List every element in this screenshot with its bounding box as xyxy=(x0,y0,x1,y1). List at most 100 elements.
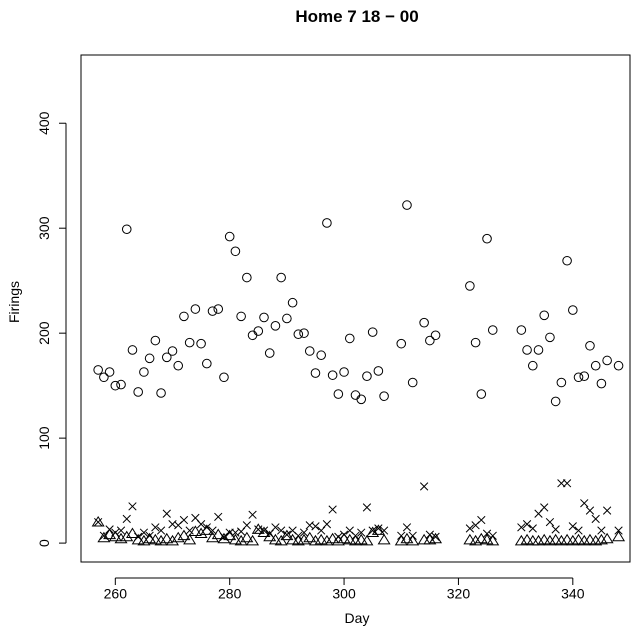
triangle-point xyxy=(246,534,260,546)
triangle-point xyxy=(520,533,534,545)
triangle-point xyxy=(371,524,385,535)
cross-point xyxy=(568,522,577,531)
circle-point xyxy=(93,365,103,375)
triangle-point xyxy=(206,531,220,543)
triangle-point xyxy=(194,527,208,539)
triangle-point xyxy=(97,531,111,543)
circle-point xyxy=(350,390,361,400)
triangle-point xyxy=(188,525,202,536)
triangle-point xyxy=(263,530,277,542)
circle-point xyxy=(344,333,355,344)
cross-point xyxy=(379,526,389,535)
circle-point xyxy=(184,337,195,348)
cross-point xyxy=(139,528,149,537)
circle-point xyxy=(402,200,412,210)
circle-point xyxy=(539,310,550,321)
circle-point xyxy=(333,389,344,399)
cross-point xyxy=(465,524,475,533)
triangle-point xyxy=(394,534,408,546)
triangle-point xyxy=(480,533,494,545)
circle-point xyxy=(219,372,229,383)
cross-point xyxy=(585,506,595,515)
triangle-point xyxy=(131,533,145,545)
circle-point xyxy=(310,368,321,378)
cross-point xyxy=(368,526,377,535)
circle-point xyxy=(322,218,332,228)
y-tick-label: 0 xyxy=(36,539,52,547)
triangle-point xyxy=(303,531,317,543)
circle-point xyxy=(167,346,178,356)
triangle-point xyxy=(108,530,122,542)
cross-point xyxy=(540,503,549,512)
data-points xyxy=(91,200,626,546)
circle-point xyxy=(270,321,281,331)
circle-point xyxy=(287,297,298,308)
circle-point xyxy=(242,272,252,283)
cross-point xyxy=(597,526,606,535)
cross-point xyxy=(602,506,612,515)
circle-point xyxy=(247,330,258,341)
circle-point xyxy=(150,335,161,346)
y-axis-label: Firings xyxy=(6,281,22,323)
cross-point xyxy=(574,526,583,535)
triangle-point xyxy=(474,532,488,544)
triangle-point xyxy=(240,531,254,543)
x-tick-label: 300 xyxy=(332,585,356,601)
circle-point xyxy=(573,372,584,383)
triangle-point xyxy=(177,529,191,541)
cross-point xyxy=(614,526,623,535)
cross-point xyxy=(271,523,280,532)
circle-point xyxy=(116,379,126,390)
triangle-point xyxy=(286,533,300,545)
triangle-point xyxy=(103,528,117,540)
cross-point xyxy=(299,528,309,537)
circle-point xyxy=(327,370,338,380)
circle-point xyxy=(613,360,624,371)
triangle-point xyxy=(280,529,294,541)
circle-point xyxy=(407,377,418,388)
circle-point xyxy=(379,391,389,401)
triangle-point xyxy=(217,532,231,544)
cross-point xyxy=(591,514,600,524)
cross-point xyxy=(322,520,332,529)
x-tick-label: 340 xyxy=(561,585,585,601)
circle-point xyxy=(190,304,201,314)
circle-point xyxy=(522,345,532,355)
circle-point xyxy=(276,272,286,283)
cross-point xyxy=(248,510,257,519)
circle-point xyxy=(236,311,246,322)
circle-point xyxy=(545,332,555,343)
triangle-point xyxy=(251,523,265,534)
circle-point xyxy=(293,329,304,340)
cross-point xyxy=(156,526,166,535)
circle-point xyxy=(396,338,407,349)
cross-point xyxy=(94,517,103,527)
triangle-point xyxy=(600,532,614,544)
circle-point xyxy=(144,353,155,364)
cross-point xyxy=(196,520,206,529)
x-tick-label: 320 xyxy=(447,585,471,601)
triangle-point xyxy=(560,533,574,545)
circle-point xyxy=(224,231,235,242)
triangle-point xyxy=(274,534,288,546)
triangle-point xyxy=(154,534,168,546)
triangle-point xyxy=(160,532,174,544)
triangle-point xyxy=(343,533,357,545)
triangle-point xyxy=(337,532,351,544)
circle-point xyxy=(230,246,241,257)
y-tick-label: 100 xyxy=(36,426,52,450)
y-tick-label: 300 xyxy=(36,216,52,240)
circle-point xyxy=(196,338,206,349)
triangle-point xyxy=(183,533,197,545)
circle-point xyxy=(339,367,349,377)
circle-point xyxy=(161,352,172,363)
circle-point xyxy=(373,366,384,376)
cross-point xyxy=(214,512,223,522)
x-axis: 260 280 300 320 340 xyxy=(104,577,585,601)
circle-point xyxy=(533,345,544,355)
triangle-point xyxy=(148,533,162,545)
circle-point xyxy=(465,281,475,291)
x-tick-label: 260 xyxy=(104,585,128,601)
circle-point xyxy=(430,330,441,341)
triangle-point xyxy=(223,529,237,541)
